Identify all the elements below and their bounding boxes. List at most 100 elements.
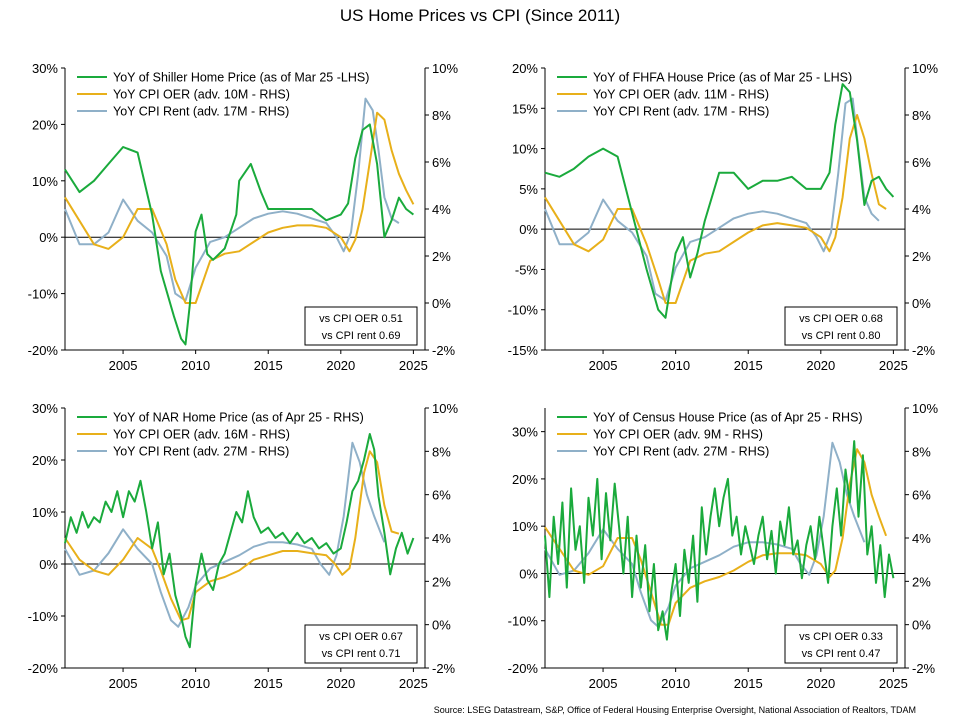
left-tick-label: 0% bbox=[519, 222, 538, 237]
left-tick-label: 10% bbox=[32, 174, 58, 189]
chart-panel-2: 20% 15% 10% 5% 0% -5% -10% -15% 10% 8% 6% 4% 2% 0% -2%… bbox=[508, 61, 939, 373]
left-tick-label: 30% bbox=[32, 401, 58, 416]
right-tick-label: -2% bbox=[912, 343, 936, 358]
right-tick-label: 2% bbox=[912, 574, 931, 589]
x-tick-label: 2010 bbox=[661, 358, 690, 373]
x-tick-label: 2015 bbox=[254, 358, 283, 373]
legend-label: YoY CPI Rent (adv. 27M - RHS) bbox=[113, 445, 289, 459]
left-tick-label: 10% bbox=[512, 142, 538, 157]
left-tick-label: -20% bbox=[28, 661, 59, 676]
correlation-label: vs CPI rent 0.80 bbox=[802, 330, 881, 342]
series-line-cpi-rent bbox=[64, 441, 386, 628]
series-line-home-price bbox=[544, 83, 895, 319]
right-tick-label: 4% bbox=[912, 531, 931, 546]
series-line-cpi-rent bbox=[544, 441, 866, 628]
right-tick-label: 0% bbox=[912, 296, 931, 311]
right-tick-label: 6% bbox=[432, 155, 451, 170]
series-line-cpi-rent bbox=[544, 97, 880, 302]
right-tick-label: 10% bbox=[432, 61, 458, 76]
x-tick-label: 2020 bbox=[326, 358, 355, 373]
right-tick-label: 8% bbox=[912, 108, 931, 123]
correlation-label: vs CPI OER 0.68 bbox=[799, 313, 883, 325]
x-tick-label: 2005 bbox=[589, 358, 618, 373]
legend-label: YoY CPI OER (adv. 10M - RHS) bbox=[113, 88, 290, 102]
correlation-box bbox=[304, 624, 418, 664]
left-tick-label: -10% bbox=[508, 303, 539, 318]
x-tick-label: 2005 bbox=[109, 676, 138, 691]
series-line-cpi-oer bbox=[544, 114, 887, 304]
right-tick-label: 0% bbox=[912, 618, 931, 633]
x-tick-label: 2015 bbox=[254, 676, 283, 691]
series-line-home-price bbox=[544, 440, 895, 641]
correlation-label: vs CPI rent 0.47 bbox=[802, 648, 881, 660]
right-tick-label: 6% bbox=[432, 488, 451, 503]
right-tick-label: 0% bbox=[432, 296, 451, 311]
legend-label: YoY CPI Rent (adv. 27M - RHS) bbox=[593, 445, 769, 459]
x-tick-label: 2010 bbox=[181, 358, 210, 373]
right-tick-label: 10% bbox=[912, 61, 938, 76]
x-tick-label: 2020 bbox=[806, 358, 835, 373]
chart-panel-4: 30% 20% 10% 0% -10% -20% 10% 8% 6% 4% 2% 0% -2% 2005 2… bbox=[508, 401, 939, 691]
legend-label: YoY CPI Rent (adv. 17M - RHS) bbox=[113, 105, 289, 119]
left-tick-label: 10% bbox=[512, 519, 538, 534]
series-line-home-price bbox=[64, 123, 415, 346]
series-line-cpi-oer bbox=[544, 448, 888, 626]
right-tick-label: -2% bbox=[432, 661, 456, 676]
left-tick-label: 5% bbox=[519, 182, 538, 197]
right-tick-label: 8% bbox=[912, 444, 931, 459]
left-tick-label: 0% bbox=[39, 557, 58, 572]
left-tick-label: 20% bbox=[32, 117, 58, 132]
chart-panel-3: 30% 20% 10% 0% -10% -20% 10% 8% 6% 4% 2% 0% -2% 2005 2… bbox=[28, 401, 459, 691]
x-tick-label: 2010 bbox=[181, 676, 210, 691]
right-tick-label: 8% bbox=[432, 444, 451, 459]
x-tick-label: 2025 bbox=[399, 676, 428, 691]
left-tick-label: -10% bbox=[28, 287, 59, 302]
legend-label: YoY CPI OER (adv. 9M - RHS) bbox=[593, 428, 763, 442]
left-tick-label: -10% bbox=[508, 614, 539, 629]
correlation-label: vs CPI rent 0.71 bbox=[322, 648, 401, 660]
correlation-label: vs CPI OER 0.67 bbox=[319, 631, 403, 643]
right-tick-label: 10% bbox=[912, 401, 938, 416]
x-tick-label: 2015 bbox=[734, 358, 763, 373]
right-tick-label: 0% bbox=[432, 618, 451, 633]
right-tick-label: 4% bbox=[912, 202, 931, 217]
series-line-cpi-oer bbox=[64, 111, 415, 304]
legend-label: YoY of FHFA House Price (as of Mar 25 - … bbox=[593, 71, 852, 85]
left-tick-label: -20% bbox=[28, 343, 59, 358]
legend-label: YoY CPI OER (adv. 11M - RHS) bbox=[593, 88, 769, 102]
source-note: Source: LSEG Datastream, S&P, Office of … bbox=[433, 705, 916, 715]
left-tick-label: 30% bbox=[512, 425, 538, 440]
left-tick-label: -15% bbox=[508, 343, 539, 358]
correlation-box bbox=[784, 624, 898, 664]
series-line-cpi-oer bbox=[64, 450, 400, 622]
x-tick-label: 2025 bbox=[879, 676, 908, 691]
x-tick-label: 2020 bbox=[326, 676, 355, 691]
legend-label: YoY of Census House Price (as of Apr 25 … bbox=[593, 411, 863, 425]
left-tick-label: -20% bbox=[508, 661, 539, 676]
right-tick-label: 2% bbox=[432, 574, 451, 589]
x-tick-label: 2010 bbox=[661, 676, 690, 691]
left-tick-label: 0% bbox=[519, 566, 538, 581]
right-tick-label: -2% bbox=[912, 661, 936, 676]
chart-panel-1: 30% 20% 10% 0% -10% -20% 10% 8% 6% 4% 2% 0% -2% 2005 2… bbox=[28, 61, 459, 373]
legend-label: YoY of Shiller Home Price (as of Mar 25 … bbox=[113, 71, 369, 85]
legend-label: YoY of NAR Home Price (as of Apr 25 - RH… bbox=[113, 411, 364, 425]
right-tick-label: 2% bbox=[912, 249, 931, 264]
series-line-cpi-rent bbox=[64, 97, 400, 302]
left-tick-label: -10% bbox=[28, 609, 59, 624]
right-tick-label: 6% bbox=[912, 488, 931, 503]
left-tick-label: 15% bbox=[512, 101, 538, 116]
left-tick-label: 30% bbox=[32, 61, 58, 76]
x-tick-label: 2025 bbox=[399, 358, 428, 373]
correlation-label: vs CPI OER 0.33 bbox=[799, 631, 883, 643]
x-tick-label: 2025 bbox=[879, 358, 908, 373]
legend-label: YoY CPI OER (adv. 16M - RHS) bbox=[113, 428, 290, 442]
left-tick-label: 20% bbox=[512, 61, 538, 76]
page-title: US Home Prices vs CPI (Since 2011) bbox=[339, 6, 621, 25]
x-tick-label: 2020 bbox=[806, 676, 835, 691]
right-tick-label: 4% bbox=[432, 202, 451, 217]
right-tick-label: -2% bbox=[432, 343, 456, 358]
left-tick-label: 20% bbox=[32, 453, 58, 468]
series-line-home-price bbox=[64, 433, 415, 649]
